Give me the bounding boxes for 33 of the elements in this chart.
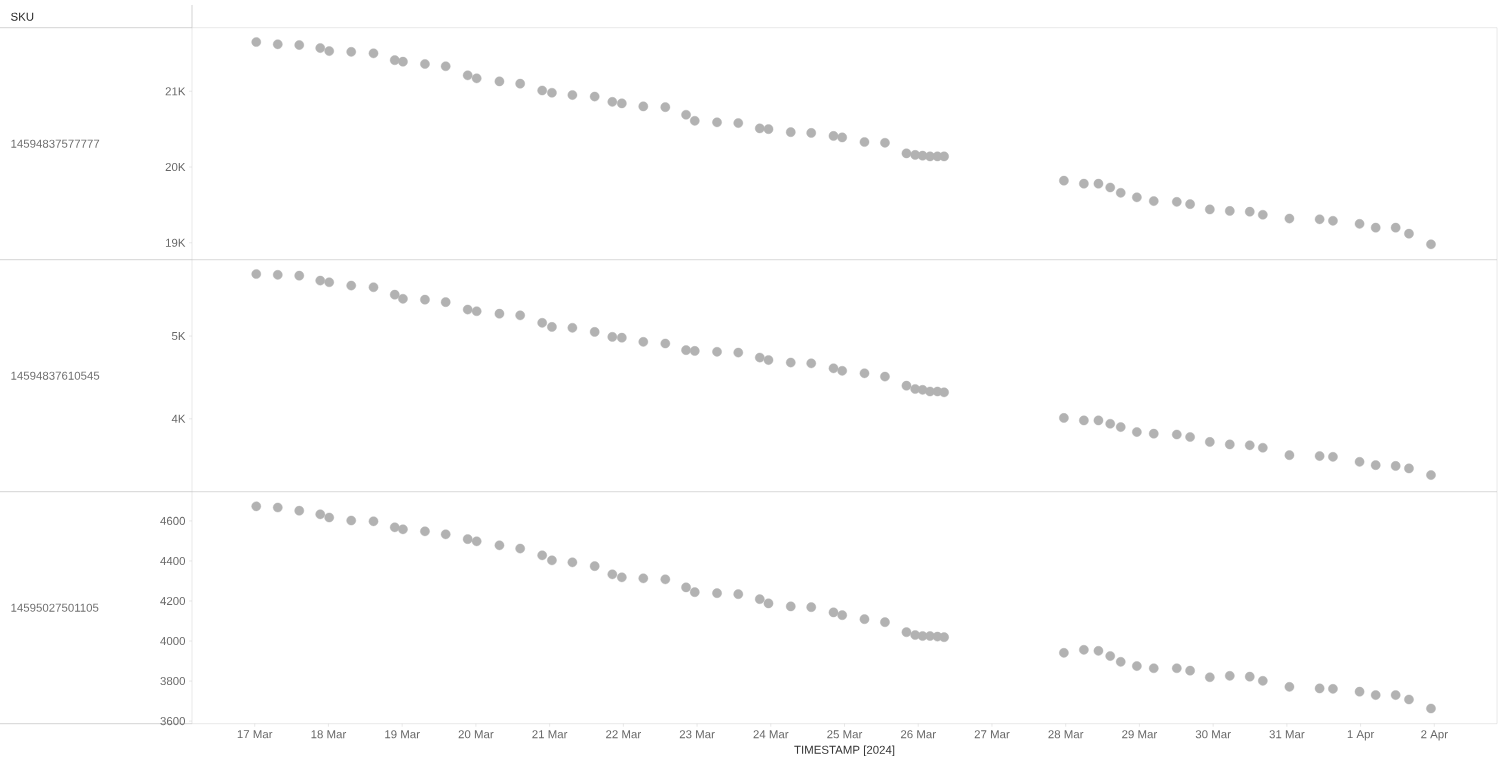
y-axis-title: 14595027501105 bbox=[11, 603, 99, 612]
x-tick-label: 24 Mar bbox=[753, 730, 789, 739]
x-tick-label: 27 Mar bbox=[974, 730, 1010, 739]
text: SKU bbox=[11, 12, 34, 21]
y-tick-label: 20K bbox=[165, 162, 186, 172]
x-tick-label: 19 Mar bbox=[385, 730, 420, 739]
x-tick-label: 2 Apr bbox=[1421, 730, 1448, 741]
y-tick-label: 3800 bbox=[160, 677, 186, 686]
y-tick-label: 19K bbox=[165, 238, 186, 247]
x-tick-label: 1 Apr bbox=[1347, 730, 1375, 741]
x-tick-label: 31 Mar bbox=[1269, 730, 1305, 739]
x-tick-label: 26 Mar bbox=[900, 730, 936, 739]
y-tick-label: 21K bbox=[165, 87, 186, 96]
x-axis-title: TIMESTAMP [2024] bbox=[794, 745, 895, 757]
y-tick-label: 5K bbox=[171, 332, 186, 341]
x-tick-label: 25 Mar bbox=[827, 730, 863, 739]
y-axis-title: 14594837577777 bbox=[11, 139, 100, 148]
y-tick-label: 4000 bbox=[160, 636, 186, 646]
y-tick-label: 4400 bbox=[160, 556, 186, 566]
x-tick-label: 30 Mar bbox=[1195, 730, 1231, 739]
x-tick-label: 18 Mar bbox=[311, 730, 347, 739]
x-tick-label: 21 Mar bbox=[532, 730, 568, 739]
x-tick-label: 28 Mar bbox=[1048, 730, 1084, 739]
y-tick-label: 4K bbox=[171, 414, 186, 423]
y-tick-label: 4200 bbox=[160, 596, 186, 606]
y-tick-label: 3600 bbox=[160, 717, 186, 726]
y-axis-title: 14594837610545 bbox=[11, 371, 100, 380]
x-tick-label: 23 Mar bbox=[679, 730, 715, 739]
x-tick-label: 20 Mar bbox=[458, 730, 494, 739]
x-tick-label: 29 Mar bbox=[1122, 730, 1158, 739]
x-tick-label: 22 Mar bbox=[606, 730, 641, 739]
y-tick-label: 4600 bbox=[160, 516, 186, 525]
x-tick-label: 17 Mar bbox=[237, 730, 273, 739]
